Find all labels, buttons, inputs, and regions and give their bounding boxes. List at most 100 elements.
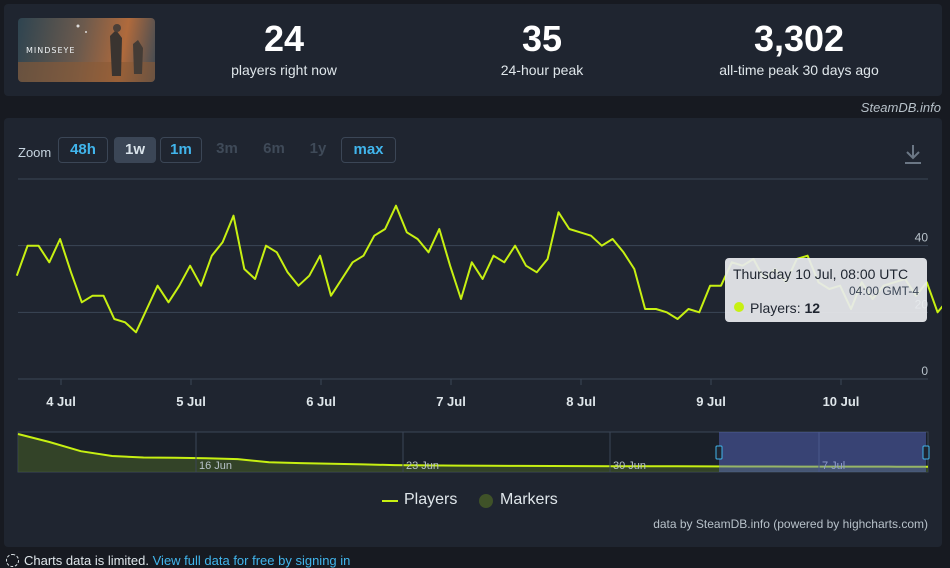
series-point [546,258,548,260]
series-point [557,211,559,213]
y-tick-label: 0 [921,364,928,378]
tooltip-series-name: Players [750,300,797,316]
x-tick-label: 6 Jul [306,394,336,409]
series-point [102,294,104,296]
series-point [146,308,148,310]
stat-24h-peak: 35 24-hour peak [462,18,622,78]
series-point [113,318,115,320]
series-point [536,271,538,273]
series-point [709,284,711,286]
circle-marker-icon [479,494,493,508]
series-point [492,254,494,256]
series-point [601,244,603,246]
series-point [427,251,429,253]
series-point [232,214,234,216]
series-point [221,241,223,243]
series-point [319,254,321,256]
series-point [70,271,72,273]
series-point [525,264,527,266]
series-point [622,251,624,253]
navigator-area [18,434,928,472]
series-point [481,278,483,280]
series-point [384,228,386,230]
series-point [471,261,473,263]
stat-label: all-time peak 30 days ago [719,62,879,78]
line-marker-icon [382,500,398,502]
series-point [59,238,61,240]
series-point [698,311,700,313]
tooltip-date: Thursday 10 Jul, 08:00 UTC [733,266,909,282]
x-tick-label: 4 Jul [46,394,76,409]
series-point [406,231,408,233]
zoom-button-1m[interactable]: 1m [160,137,202,163]
navigator-handle[interactable] [715,445,723,460]
series-point [568,228,570,230]
navigator[interactable]: 16 Jun 23 Jun 30 Jun 7 Jul [17,431,930,473]
stat-value: 3,302 [753,18,845,59]
tooltip-series-dot-icon [734,302,744,312]
x-tick-label: 7 Jul [436,394,466,409]
series-point [460,298,462,300]
stat-label: players right now [231,62,337,78]
series-point [156,284,158,286]
series-point [633,268,635,270]
zoom-button-6m: 6m [263,140,285,157]
zoom-button-max[interactable]: max [341,137,396,163]
series-point [330,294,332,296]
stat-players-now: 24 players right now [204,18,364,78]
series-point [416,238,418,240]
game-cover-art-icon [18,24,155,82]
series-point [135,331,137,333]
series-point [655,308,657,310]
tooltip-value: 12 [804,300,821,316]
cover-title: MINDSEYE [26,46,76,55]
series-point [211,254,213,256]
navigator-handle[interactable] [922,445,930,460]
series-point [449,264,451,266]
stat-label: 24-hour peak [500,62,584,78]
stats-panel: MINDSEYE 24 players right now 35 24-hour… [4,4,942,96]
series-point [200,284,202,286]
y-tick-label: 40 [915,231,929,245]
x-tick-label: 9 Jul [696,394,726,409]
chart-credits[interactable]: data by SteamDB.info (powered by highcha… [653,517,928,531]
series-point [676,318,678,320]
navigator-tick-label: 30 Jun [613,460,646,472]
series-point [503,261,505,263]
game-cover-image[interactable]: MINDSEYE [18,18,155,82]
series-point [590,234,592,236]
series-point [351,261,353,263]
series-point [611,238,613,240]
series-point [286,271,288,273]
series-point [341,278,343,280]
zoom-button-1w[interactable]: 1w [114,137,156,163]
series-point [308,274,310,276]
series-point [438,228,440,230]
series-point [26,244,28,246]
chart-tooltip: Thursday 10 Jul, 08:00 UTC 04:00 GMT-4 P… [725,258,927,322]
series-point [373,234,375,236]
x-axis-ticks: 4 Jul 5 Jul 6 Jul 7 Jul 8 Jul 9 Jul 10 Jul [46,379,859,409]
series-point [37,244,39,246]
series-point [243,268,245,270]
x-tick-label: 10 Jul [823,394,860,409]
chart-panel: Zoom 48h 1w 1m 3m 6m 1y max 02040 4 Jul5… [4,118,942,547]
steamdb-link[interactable]: SteamDB.info [860,100,941,115]
navigator-selection[interactable] [719,432,926,472]
legend-label: Markers [500,491,558,508]
series-point [687,308,689,310]
series-point [644,308,646,310]
series-point [167,301,169,303]
series-line-players[interactable] [15,204,942,339]
series-point [720,284,722,286]
chart-legend: Players Markers [4,491,942,511]
zoom-button-48h[interactable]: 48h [58,137,108,163]
tooltip-series: Players: 12 [750,300,821,316]
series-point [514,244,516,246]
stat-value: 35 [521,18,563,59]
series-point [16,274,18,276]
series-point [806,254,808,256]
navigator-tick-label: 16 Jun [199,460,232,472]
download-icon[interactable] [903,143,923,165]
